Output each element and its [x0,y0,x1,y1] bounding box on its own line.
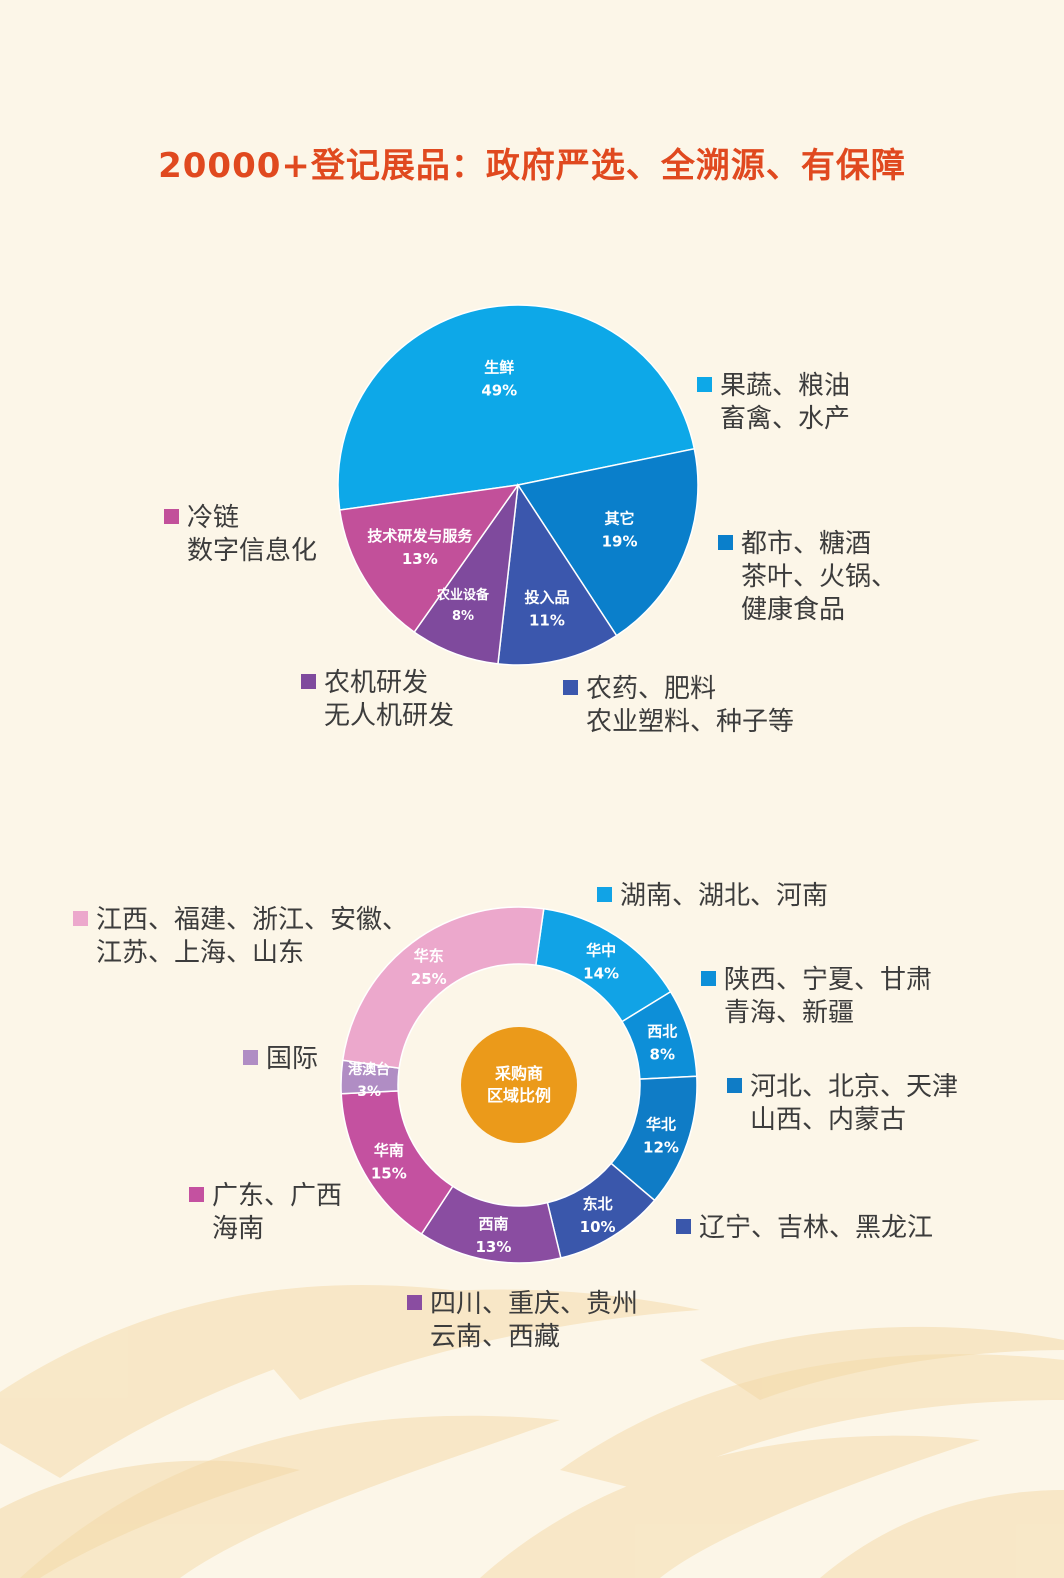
legend-swatch [407,1295,422,1310]
pie-slice [413,484,519,665]
legend-item-other: 都市、糖酒 茶叶、火锅、 健康食品 [718,528,897,627]
slice-value-label: 19% [602,532,638,550]
legend-swatch [676,1219,691,1234]
slice-labels: 生鲜 49% 其它 19% 投入品 11% 农业设备 8% 技术研发与服务 13% [367,359,637,630]
slice-value-label: 49% [481,382,517,400]
legend-text: 农业塑料、种子等 [586,707,795,737]
pie-slice [341,906,545,1070]
page-title: 20000+登记展品：政府严选、全溯源、有保障 [158,146,906,186]
slice-category-label: 技术研发与服务 [367,527,473,545]
legend-text: 江西、福建、浙江、安徽、 [96,905,409,935]
legend-text: 冷链 [187,503,240,533]
legend-item-east-china: 江西、福建、浙江、安徽、 江苏、上海、山东 [73,904,408,970]
exhibit-category-pie-chart: 生鲜 49% 其它 19% 投入品 11% 农业设备 8% 技术研发与服务 13% [337,304,699,666]
legend-text: 健康食品 [741,595,846,625]
legend-text: 果蔬、粮油 [720,371,851,401]
legend-swatch [301,674,316,689]
legend-item-north-china: 河北、北京、天津 山西、内蒙古 [727,1071,958,1137]
legend-swatch [164,509,179,524]
legend-text: 广东、广西 [212,1181,343,1211]
slice-value-label: 8% [650,1046,675,1064]
legend-swatch [189,1187,204,1202]
slice-category-label: 西北 [647,1023,677,1041]
donut-center-label: 采购商 [494,1064,543,1083]
legend-swatch [597,887,612,902]
pie-slice [497,482,618,666]
legend-text: 都市、糖酒 [741,529,872,559]
pie-slice [337,304,696,511]
legend-text: 畜禽、水产 [720,404,851,434]
legend-swatch [697,377,712,392]
slice-category-label: 投入品 [524,589,569,607]
slice-category-label: 生鲜 [484,359,514,377]
legend-text: 农机研发 [324,668,429,698]
legend-item-northeast: 辽宁、吉林、黑龙江 [676,1212,933,1245]
legend-text: 农药、肥料 [586,674,717,704]
slice-category-label: 华北 [646,1115,676,1133]
legend-text: 陕西、宁夏、甘肃 [724,965,933,995]
legend-text: 山西、内蒙古 [750,1105,907,1135]
legend-item-tech-service: 冷链 数字信息化 [164,502,317,568]
donut-center-label: 区域比例 [487,1086,551,1105]
legend-swatch [243,1050,258,1065]
legend-text: 河北、北京、天津 [750,1072,959,1102]
slice-labels: 华中 14% 西北 8% 华北 12% 东北 10% 西南 13% 华南 15% 港澳台 3% 华东 25% [348,941,679,1255]
legend-text: 茶叶、火锅、 [741,562,898,592]
legend-item-northwest: 陕西、宁夏、甘肃 青海、新疆 [701,964,932,1030]
slice-category-label: 华中 [586,941,616,959]
pie-slice [340,1090,454,1235]
legend-item-inputs: 农药、肥料 农业塑料、种子等 [563,673,794,739]
slice-value-label: 11% [529,612,565,630]
legend-text: 辽宁、吉林、黑龙江 [699,1213,934,1243]
slice-category-label: 华南 [374,1142,404,1160]
legend-text: 海南 [212,1214,265,1244]
legend-text: 数字信息化 [187,536,318,566]
slice-value-label: 8% [452,609,474,624]
slice-value-label: 3% [357,1084,381,1100]
slice-value-label: 25% [411,970,447,988]
legend-text: 江苏、上海、山东 [96,938,305,968]
legend-item-south-china: 广东、广西 海南 [189,1180,342,1246]
slice-category-label: 华东 [414,947,444,965]
legend-swatch [718,535,733,550]
legend-swatch [563,680,578,695]
legend-item-fresh: 果蔬、粮油 畜禽、水产 [697,370,850,436]
legend-text: 国际 [266,1044,319,1074]
slice-value-label: 15% [371,1165,407,1183]
legend-item-international: 国际 [243,1043,318,1076]
legend-swatch [73,911,88,926]
slice-value-label: 10% [580,1218,616,1236]
legend-text: 无人机研发 [324,701,455,731]
slice-value-label: 13% [476,1238,512,1256]
legend-item-central-china: 湖南、湖北、河南 [597,880,828,913]
slice-category-label: 东北 [583,1195,613,1213]
legend-swatch [727,1078,742,1093]
slice-value-label: 13% [402,550,438,568]
pie-slice [516,447,699,637]
legend-text: 湖南、湖北、河南 [620,881,829,911]
legend-item-southwest: 四川、重庆、贵州 云南、西藏 [407,1288,638,1354]
donut-center-circle [461,1027,577,1143]
slice-category-label: 港澳台 [348,1061,390,1078]
legend-text: 青海、新疆 [724,998,855,1028]
slice-category-label: 西南 [478,1215,508,1233]
legend-item-equipment: 农机研发 无人机研发 [301,667,454,733]
slice-value-label: 12% [643,1138,679,1156]
pie-slice [338,484,520,634]
legend-text: 云南、西藏 [430,1322,561,1352]
legend-swatch [701,971,716,986]
slice-category-label: 其它 [605,509,635,527]
slice-category-label: 农业设备 [436,587,490,603]
legend-text: 四川、重庆、贵州 [430,1289,639,1319]
slice-value-label: 14% [583,964,619,982]
